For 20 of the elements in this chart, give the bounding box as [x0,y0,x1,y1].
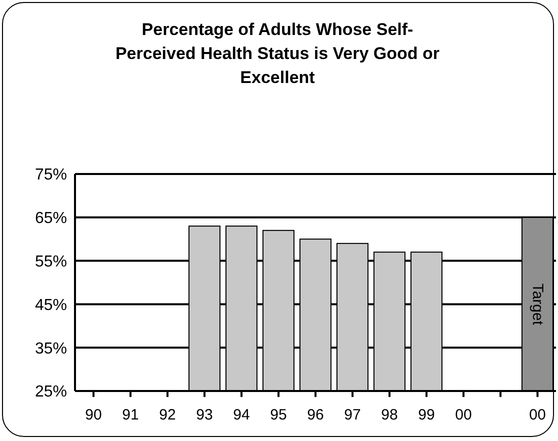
x-tick-label: 93 [196,406,213,424]
chart-title: Percentage of Adults Whose Self-Perceived Health Status is Very Good or Excellent [114,19,441,89]
annotation: Target [528,283,546,326]
x-tick-label: 95 [270,406,287,424]
y-tick-label: 75% [34,166,67,184]
x-tick-label: 97 [344,406,361,424]
x-tick-label: 99 [418,406,435,424]
y-tick-label: 45% [34,296,67,314]
x-tick-label: 96 [307,406,324,424]
x-tick-label: 00 [455,406,472,424]
x-tick-label: 91 [122,406,139,424]
x-tick-label: 90 [85,406,102,424]
y-tick-label: 25% [34,384,67,401]
y-tick-label: 35% [34,340,67,358]
x-tick-label: 00 [529,406,546,424]
y-tick-label: 65% [34,210,67,228]
x-tick-label: 92 [159,406,176,424]
x-tick-label: 94 [233,406,250,424]
y-tick-label: 55% [34,253,67,270]
x-tick-label: 98 [381,406,398,424]
